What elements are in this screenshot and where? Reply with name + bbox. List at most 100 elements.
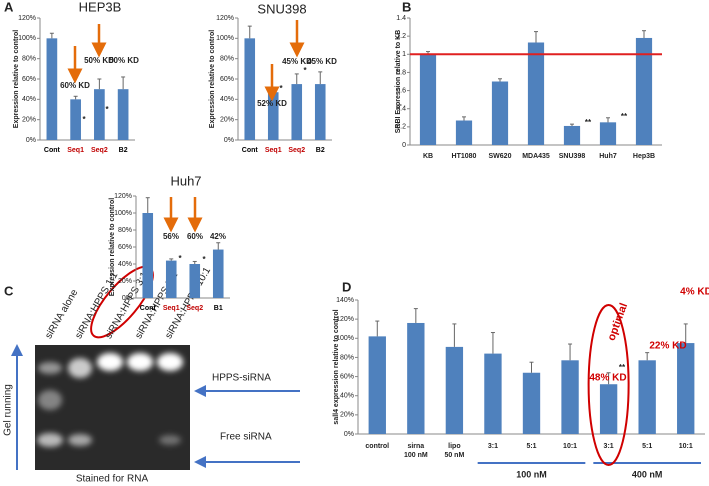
y-tick-label: 60%	[340, 373, 354, 380]
group-label: 100 nM	[516, 469, 547, 479]
bar	[291, 84, 303, 140]
x-tick-label: Seq1	[67, 147, 84, 154]
x-tick-label: Seq2	[288, 147, 305, 154]
annotation: *	[202, 255, 206, 264]
y-axis-label: Expression relative to control	[13, 30, 20, 128]
y-tick-label: 120%	[114, 193, 132, 200]
y-tick-label: 0%	[344, 431, 354, 438]
gel-image	[11, 265, 300, 470]
bar	[94, 89, 105, 140]
y-axis-label: sall4 expression relative to control	[333, 309, 340, 424]
x-tick-label: KB	[423, 153, 433, 160]
bar	[117, 89, 129, 140]
annotation: 48% KD	[589, 373, 626, 384]
annotation: *	[303, 66, 307, 75]
gel-caption: Stained for RNA	[76, 474, 149, 485]
bar	[267, 92, 279, 140]
annotation: **	[619, 363, 626, 372]
y-tick-label: 120%	[216, 15, 234, 22]
x-tick-label: control	[365, 443, 389, 450]
bar	[70, 99, 81, 140]
gel-axis-label: Gel running	[3, 384, 14, 436]
x-tick-label: lipo	[448, 443, 460, 450]
annotation: *	[82, 115, 86, 124]
bar	[635, 37, 653, 146]
annotation: 60% KD	[60, 81, 90, 90]
bar	[368, 336, 386, 434]
y-tick-label: 0	[402, 142, 406, 149]
x-tick-label: Seq2	[91, 147, 108, 154]
x-tick-note: 100 nM	[404, 452, 428, 459]
bar	[491, 81, 509, 145]
x-tick-label: Seq1	[265, 147, 282, 154]
y-tick-label: 120%	[18, 15, 36, 22]
x-tick-label: HT1080	[452, 153, 477, 160]
x-tick-label: 10:1	[679, 443, 693, 450]
panel-label: C	[4, 283, 14, 298]
bar	[445, 346, 464, 434]
bar	[212, 249, 224, 298]
bar	[563, 125, 581, 145]
annotation: 45% KD	[307, 57, 337, 66]
chart-title: Huh7	[170, 173, 201, 188]
y-tick-label: 40%	[22, 96, 36, 103]
annotation: 4% KD	[680, 287, 709, 298]
bar	[189, 264, 201, 298]
bar	[677, 343, 695, 434]
y-axis-label: SRBI Expression relative to KB	[395, 30, 402, 133]
bar	[527, 42, 545, 145]
x-tick-label: B1	[214, 305, 223, 312]
band-label: HPPS-siRNA	[212, 373, 271, 384]
y-tick-label: 0.2	[396, 124, 406, 131]
bar	[407, 322, 425, 434]
annotation: *	[279, 84, 283, 93]
annotation: **	[621, 112, 628, 121]
annotation: *	[105, 105, 109, 114]
y-tick-label: 40%	[220, 96, 234, 103]
y-tick-label: 100%	[114, 210, 132, 217]
x-tick-label: SW620	[489, 153, 512, 160]
x-tick-label: Seq2	[186, 305, 203, 312]
y-tick-label: 60%	[118, 244, 132, 251]
annotation: 50% KD	[109, 56, 139, 65]
bar	[599, 384, 618, 434]
annotation: *	[178, 254, 182, 263]
annotation: 56%	[163, 232, 179, 241]
y-tick-label: 20%	[118, 278, 132, 285]
y-tick-label: 0%	[26, 137, 36, 144]
annotation: 60%	[187, 232, 203, 241]
x-tick-label: B2	[119, 147, 128, 154]
bar	[142, 213, 154, 298]
x-tick-label: SNU398	[559, 153, 586, 160]
annotation: 45% KD	[282, 57, 312, 66]
highlight-ellipse	[587, 304, 630, 466]
x-tick-label: 5:1	[642, 443, 652, 450]
y-tick-label: 100%	[18, 35, 36, 42]
y-tick-label: 80%	[22, 56, 36, 63]
bar	[455, 120, 473, 145]
x-tick-label: B2	[316, 147, 325, 154]
bar	[165, 260, 177, 298]
y-tick-label: 80%	[220, 56, 234, 63]
y-tick-label: 0.4	[396, 106, 406, 113]
group-label: 400 nM	[632, 469, 663, 479]
bar	[522, 372, 541, 434]
x-tick-label: MDA435	[522, 153, 550, 160]
x-tick-label: Huh7	[599, 153, 617, 160]
band-label: Free siRNA	[220, 432, 272, 443]
x-tick-label: Cont	[44, 147, 61, 154]
y-tick-label: 0.6	[396, 87, 406, 94]
annotation: 22% KD	[649, 341, 686, 352]
x-tick-label: 5:1	[526, 443, 536, 450]
y-tick-label: 40%	[118, 261, 132, 268]
annotation: **	[585, 118, 592, 127]
x-tick-label: 3:1	[488, 443, 498, 450]
bar	[561, 360, 579, 434]
y-axis-label: Expression relative to control	[209, 30, 216, 128]
x-tick-label: 10:1	[563, 443, 577, 450]
y-tick-label: 100%	[336, 335, 354, 342]
y-tick-label: 20%	[340, 412, 354, 419]
y-tick-label: 20%	[220, 117, 234, 124]
bar	[484, 353, 502, 434]
